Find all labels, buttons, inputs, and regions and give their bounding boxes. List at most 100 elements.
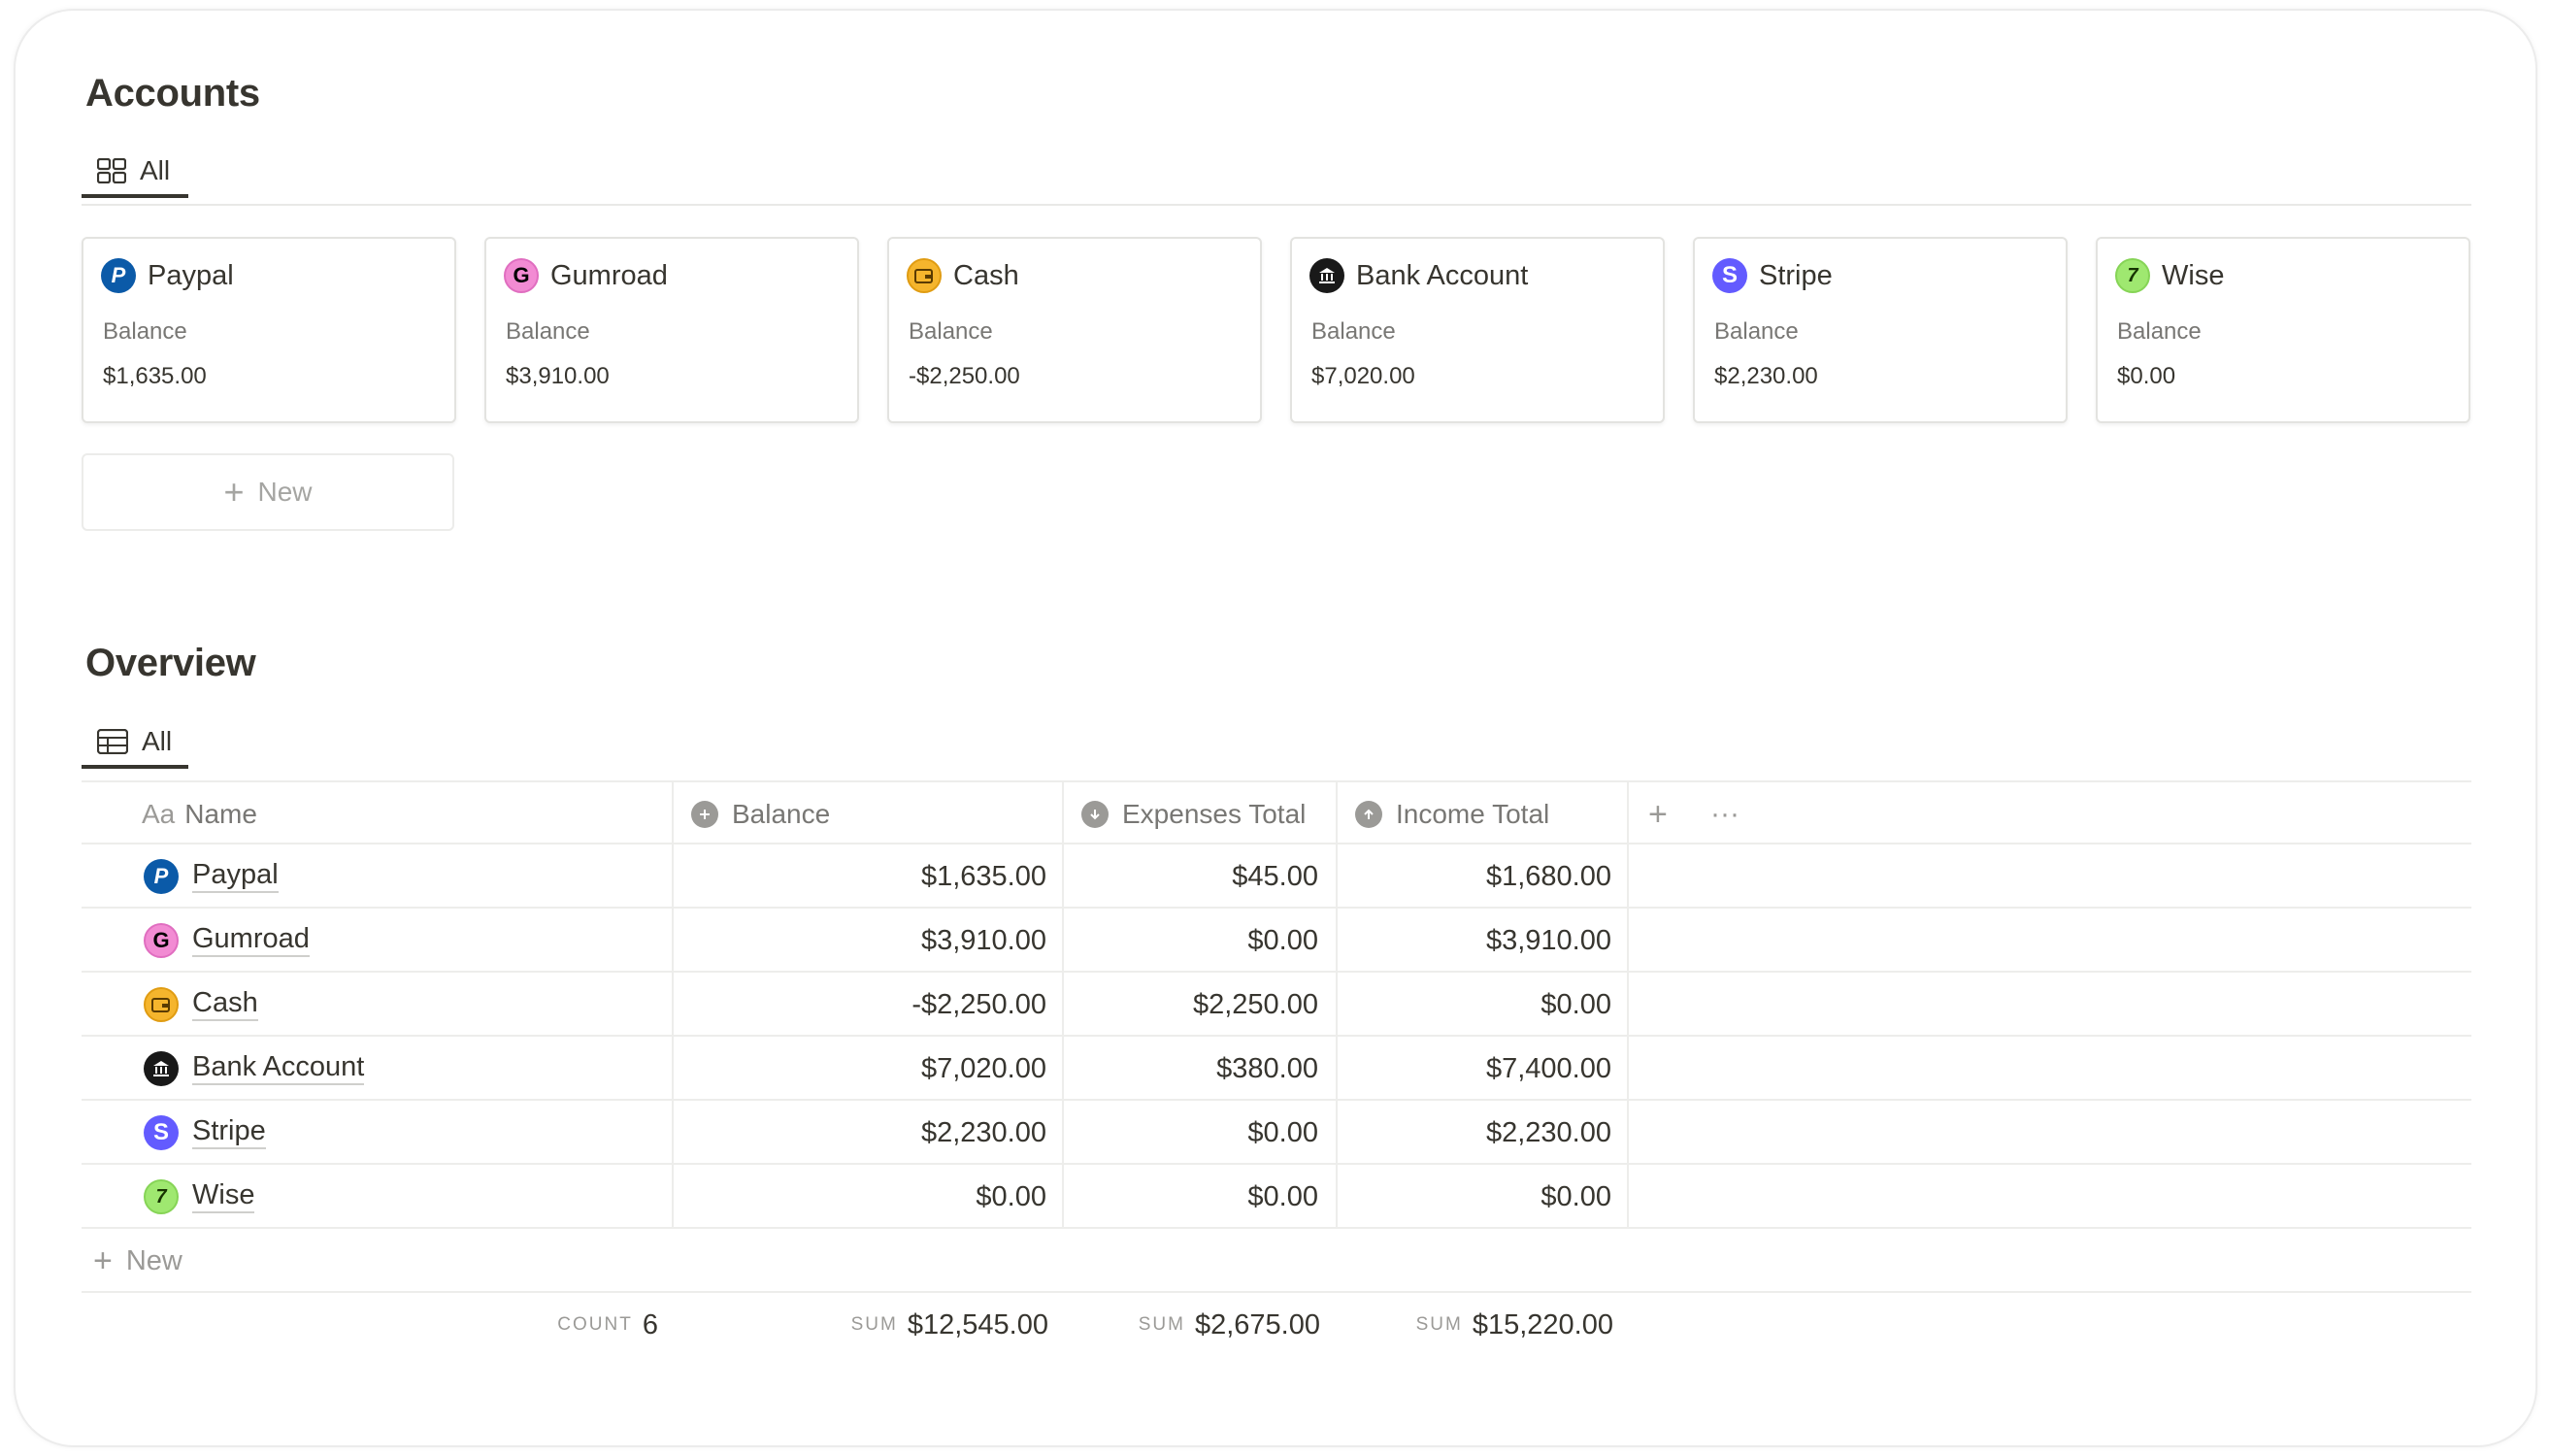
- wise-icon: 7: [144, 1179, 179, 1214]
- card-title: Paypal: [148, 259, 234, 291]
- table-row[interactable]: 7 Wise $0.00 $0.00 $0.00: [82, 1165, 2471, 1229]
- account-card-wise[interactable]: 7 Wise Balance $0.00: [2096, 237, 2470, 423]
- column-divider: [1627, 780, 1629, 1229]
- expenses-sum-aggregate[interactable]: SUM $2,675.00: [1138, 1308, 1320, 1340]
- plus-icon: +: [1648, 795, 1668, 833]
- arrow-down-icon: [1081, 801, 1109, 828]
- account-card-gumroad[interactable]: G Gumroad Balance $3,910.00: [484, 237, 859, 423]
- column-divider: [1062, 780, 1064, 1229]
- paypal-icon: P: [144, 859, 179, 894]
- row-name[interactable]: Wise: [192, 1179, 255, 1213]
- row-income: $2,230.00: [1485, 1116, 1611, 1148]
- wallet-icon: [907, 258, 942, 293]
- stripe-icon: S: [144, 1115, 179, 1150]
- row-income: $0.00: [1541, 1180, 1611, 1212]
- table-row[interactable]: G Gumroad $3,910.00 $0.00 $3,910.00: [82, 909, 2471, 973]
- row-expenses: $380.00: [1216, 1052, 1318, 1084]
- account-card-cash[interactable]: Cash Balance -$2,250.00: [887, 237, 1262, 423]
- row-income: $0.00: [1541, 988, 1611, 1020]
- income-sum-aggregate[interactable]: SUM $15,220.00: [1415, 1308, 1613, 1340]
- row-balance: $0.00: [976, 1180, 1046, 1212]
- row-income: $1,680.00: [1485, 860, 1611, 892]
- card-label: Balance: [103, 318, 187, 345]
- table-row[interactable]: Bank Account $7,020.00 $380.00 $7,400.00: [82, 1037, 2471, 1101]
- new-label: New: [257, 477, 313, 507]
- row-name[interactable]: Paypal: [192, 859, 279, 893]
- row-expenses: $2,250.00: [1192, 988, 1318, 1020]
- gumroad-icon: G: [144, 923, 179, 958]
- table-footer: COUNT 6 SUM $12,545.00 SUM $2,675.00 SUM…: [82, 1293, 2471, 1357]
- bank-icon: [1309, 258, 1344, 293]
- account-card-bank[interactable]: Bank Account Balance $7,020.00: [1290, 237, 1665, 423]
- row-name[interactable]: Cash: [192, 987, 258, 1021]
- more-options-button[interactable]: ···: [1710, 782, 1739, 846]
- row-balance: $7,020.00: [920, 1052, 1046, 1084]
- gallery-icon: [97, 158, 126, 183]
- gumroad-icon: G: [504, 258, 539, 293]
- row-expenses: $0.00: [1247, 924, 1318, 956]
- tab-label: All: [140, 155, 171, 185]
- card-title: Bank Account: [1356, 259, 1529, 291]
- row-expenses: $0.00: [1247, 1116, 1318, 1148]
- plus-icon: +: [223, 472, 245, 512]
- row-expenses: $0.00: [1247, 1180, 1318, 1212]
- row-income: $7,400.00: [1485, 1052, 1611, 1084]
- row-name[interactable]: Gumroad: [192, 923, 310, 957]
- card-title: Stripe: [1759, 259, 1833, 291]
- column-divider: [672, 780, 674, 1229]
- overview-title: Overview: [85, 642, 256, 684]
- new-label: New: [125, 1244, 182, 1276]
- row-expenses: $45.00: [1232, 860, 1318, 892]
- account-card-stripe[interactable]: S Stripe Balance $2,230.00: [1693, 237, 2068, 423]
- column-divider: [1336, 780, 1338, 1229]
- row-balance: $1,635.00: [920, 860, 1046, 892]
- row-income: $3,910.00: [1485, 924, 1611, 956]
- card-value: $2,230.00: [1714, 363, 1818, 389]
- arrow-up-icon: [1355, 801, 1382, 828]
- table-row[interactable]: P Paypal $1,635.00 $45.00 $1,680.00: [82, 844, 2471, 909]
- add-column-button[interactable]: +: [1648, 782, 1668, 846]
- row-balance: $2,230.00: [920, 1116, 1046, 1148]
- table-row[interactable]: Cash -$2,250.00 $2,250.00 $0.00: [82, 973, 2471, 1037]
- card-value: $0.00: [2117, 363, 2176, 389]
- card-label: Balance: [506, 318, 590, 345]
- card-label: Balance: [1714, 318, 1799, 345]
- column-header-income[interactable]: Income Total: [1355, 782, 1549, 846]
- wise-icon: 7: [2115, 258, 2150, 293]
- row-balance: -$2,250.00: [911, 988, 1046, 1020]
- card-label: Balance: [1311, 318, 1396, 345]
- accounts-title: Accounts: [85, 72, 260, 115]
- plus-icon: +: [93, 1242, 113, 1279]
- wallet-icon: [144, 987, 179, 1022]
- new-row-button[interactable]: + New: [82, 1229, 2471, 1293]
- table-row[interactable]: S Stripe $2,230.00 $0.00 $2,230.00: [82, 1101, 2471, 1165]
- card-value: $1,635.00: [103, 363, 207, 389]
- count-aggregate[interactable]: COUNT 6: [557, 1308, 658, 1340]
- tab-divider: [82, 204, 2471, 206]
- column-header-expenses[interactable]: Expenses Total: [1081, 782, 1306, 846]
- stripe-icon: S: [1712, 258, 1747, 293]
- card-value: $3,910.00: [506, 363, 610, 389]
- row-name[interactable]: Stripe: [192, 1115, 266, 1149]
- new-account-button[interactable]: + New: [82, 453, 454, 531]
- tab-label: All: [142, 726, 173, 756]
- row-name[interactable]: Bank Account: [192, 1051, 365, 1085]
- column-header-name[interactable]: Aa Name: [142, 799, 257, 829]
- card-title: Gumroad: [550, 259, 668, 291]
- account-card-paypal[interactable]: P Paypal Balance $1,635.00: [82, 237, 456, 423]
- formula-icon: [691, 801, 718, 828]
- card-label: Balance: [2117, 318, 2202, 345]
- card-value: -$2,250.00: [909, 363, 1020, 389]
- paypal-icon: P: [101, 258, 136, 293]
- card-value: $7,020.00: [1311, 363, 1415, 389]
- balance-sum-aggregate[interactable]: SUM $12,545.00: [850, 1308, 1048, 1340]
- bank-icon: [144, 1051, 179, 1086]
- more-icon: ···: [1710, 798, 1739, 830]
- overview-tab-all[interactable]: All: [82, 718, 188, 769]
- card-title: Cash: [953, 259, 1019, 291]
- accounts-tab-all[interactable]: All: [82, 148, 188, 198]
- column-header-balance[interactable]: Balance: [691, 782, 830, 846]
- card-title: Wise: [2162, 259, 2225, 291]
- card-label: Balance: [909, 318, 993, 345]
- text-type-icon: Aa: [142, 799, 176, 829]
